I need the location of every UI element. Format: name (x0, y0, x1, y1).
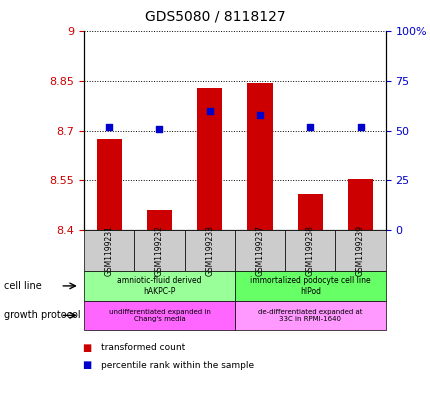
Bar (147, 210, 172, 230)
Text: GDS5080 / 8118127: GDS5080 / 8118127 (145, 10, 285, 24)
Text: immortalized podocyte cell line
hIPod: immortalized podocyte cell line hIPod (249, 276, 370, 296)
Text: transformed count: transformed count (101, 343, 185, 352)
Point (105, 123, 112, 130)
Point (206, 108, 213, 114)
Text: cell line: cell line (4, 281, 42, 291)
Point (156, 125, 163, 132)
Bar (247, 83, 272, 230)
Text: amniotic-fluid derived
hAKPC-P: amniotic-fluid derived hAKPC-P (117, 276, 201, 296)
Text: de-differentiated expanded at
33C in RPMI-1640: de-differentiated expanded at 33C in RPM… (258, 309, 362, 322)
Text: GSM1199233: GSM1199233 (205, 225, 214, 276)
Text: GSM1199238: GSM1199238 (305, 225, 314, 276)
Bar (96, 139, 121, 230)
Text: GSM1199239: GSM1199239 (355, 225, 364, 276)
Text: percentile rank within the sample: percentile rank within the sample (101, 361, 254, 370)
Bar (347, 179, 372, 230)
Text: ■: ■ (82, 360, 91, 371)
Text: GSM1199237: GSM1199237 (255, 225, 264, 276)
Point (356, 123, 363, 130)
Point (256, 112, 263, 118)
Point (306, 123, 313, 130)
Text: ■: ■ (82, 343, 91, 353)
Text: growth protocol: growth protocol (4, 310, 81, 320)
Text: GSM1199232: GSM1199232 (155, 225, 163, 276)
Text: GSM1199231: GSM1199231 (104, 225, 114, 276)
Text: undifferentiated expanded in
Chang's media: undifferentiated expanded in Chang's med… (108, 309, 210, 322)
Bar (197, 88, 222, 230)
Bar (297, 193, 322, 230)
